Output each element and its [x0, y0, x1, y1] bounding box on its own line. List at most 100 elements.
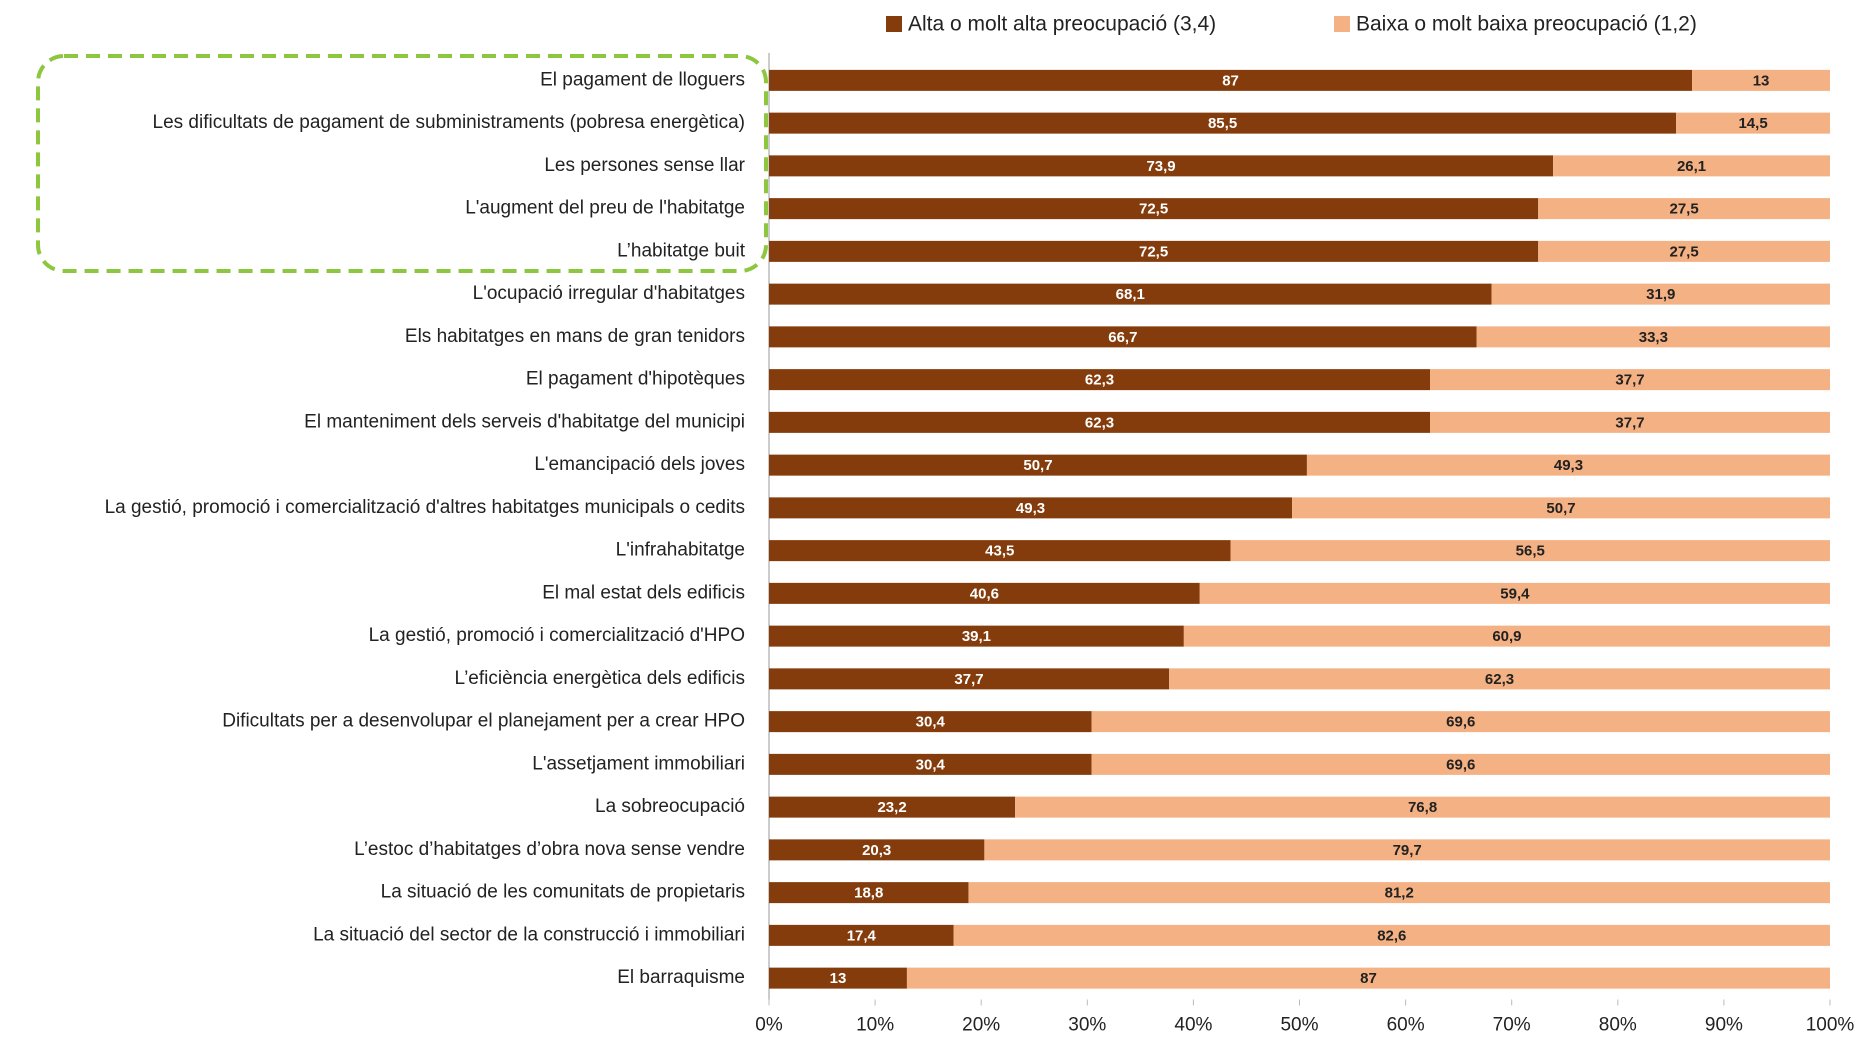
data-label: 85,5 [1208, 115, 1237, 132]
bar-segment [769, 326, 1477, 348]
category-label: L'assetjament immobiliari [532, 753, 745, 774]
bar-segment [769, 454, 1307, 476]
bar-segment [1230, 540, 1830, 562]
highlight-box [36, 54, 768, 273]
data-label: 13 [830, 970, 847, 987]
category-label: El pagament de lloguers [540, 69, 745, 90]
data-label: 27,5 [1670, 243, 1699, 260]
category-label: L'infrahabitatge [616, 540, 745, 561]
bar-segment [769, 69, 1693, 91]
category-label: La situació de les comunitats de propiet… [381, 882, 745, 903]
bar-segment [769, 497, 1293, 519]
bar-segment [1306, 454, 1830, 476]
data-label: 14,5 [1738, 115, 1767, 132]
data-label: 49,3 [1016, 500, 1045, 517]
data-label: 68,1 [1116, 286, 1145, 303]
x-tick-label: 10% [856, 1015, 894, 1036]
data-label: 40,6 [970, 585, 999, 602]
data-label: 49,3 [1554, 457, 1583, 474]
bar-segment [769, 796, 1016, 818]
data-label: 50,7 [1546, 500, 1575, 517]
bar-segment [769, 240, 1539, 262]
bar-segment [769, 668, 1169, 690]
bar-segment [1183, 625, 1830, 647]
x-tick-label: 50% [1280, 1015, 1318, 1036]
category-label: Dificultats per a desenvolupar el planej… [222, 711, 745, 732]
bar-segment [1553, 155, 1830, 177]
bar-segment [769, 283, 1492, 305]
legend-label: Baixa o molt baixa preocupació (1,2) [1356, 13, 1697, 36]
data-label: 39,1 [962, 628, 991, 645]
data-label: 62,3 [1085, 372, 1114, 389]
category-label: Els habitatges en mans de gran tenidors [405, 326, 745, 347]
data-label: 62,3 [1085, 414, 1114, 431]
bar-segment [984, 839, 1830, 861]
category-label: L'ocupació irregular d'habitatges [473, 283, 745, 304]
data-label: 72,5 [1139, 243, 1168, 260]
bar-segment [769, 112, 1677, 134]
data-label: 60,9 [1492, 628, 1521, 645]
bar-segment [1538, 240, 1830, 262]
data-label: 37,7 [954, 671, 983, 688]
bar-segment [1676, 112, 1830, 134]
bar-segment [1199, 582, 1830, 604]
data-label: 72,5 [1139, 201, 1168, 218]
data-label: 18,8 [854, 885, 883, 902]
bar-segment [769, 582, 1200, 604]
data-label: 30,4 [916, 756, 946, 773]
data-label: 26,1 [1677, 158, 1706, 175]
x-tick-label: 0% [755, 1015, 783, 1036]
data-label: 56,5 [1516, 543, 1545, 560]
bar-segment [769, 839, 985, 861]
category-label: L’habitatge buit [617, 240, 746, 261]
bar-segment [1491, 283, 1830, 305]
data-label: 13 [1753, 72, 1770, 89]
x-tick-label: 90% [1705, 1015, 1743, 1036]
data-label: 81,2 [1385, 885, 1414, 902]
category-label: Les dificultats de pagament de subminist… [153, 112, 746, 133]
bar-segment [1091, 711, 1830, 733]
bar-segment [769, 753, 1092, 775]
category-label: El pagament d'hipotèques [526, 369, 745, 390]
data-label: 59,4 [1500, 585, 1530, 602]
data-label: 87 [1222, 72, 1239, 89]
category-label: L'emancipació dels joves [534, 454, 745, 475]
legend-swatch [886, 16, 902, 32]
bar-segment [968, 882, 1830, 904]
bar-segment [1430, 411, 1830, 433]
category-label: El manteniment dels serveis d'habitatge … [304, 411, 745, 432]
data-label: 43,5 [985, 543, 1014, 560]
bar-segment [769, 625, 1184, 647]
category-label: La gestió, promoció i comercialització d… [369, 625, 745, 646]
data-label: 69,6 [1446, 756, 1475, 773]
bar-segment [1091, 753, 1830, 775]
data-label: 50,7 [1023, 457, 1052, 474]
data-label: 69,6 [1446, 714, 1475, 731]
bar-segment [769, 369, 1431, 391]
category-label: El barraquisme [617, 967, 745, 988]
x-tick-label: 100% [1806, 1015, 1855, 1036]
bar-segment [1015, 796, 1830, 818]
data-label: 30,4 [916, 714, 946, 731]
category-label: La sobreocupació [595, 796, 745, 817]
data-label: 37,7 [1615, 372, 1644, 389]
data-label: 62,3 [1485, 671, 1514, 688]
data-label: 82,6 [1377, 927, 1406, 944]
category-label: La gestió, promoció i comercialització d… [105, 497, 745, 518]
data-label: 20,3 [862, 842, 891, 859]
bar-segment [769, 924, 954, 946]
data-label: 33,3 [1639, 329, 1668, 346]
legend-label: Alta o molt alta preocupació (3,4) [908, 13, 1216, 36]
category-label: La situació del sector de la construcció… [313, 924, 745, 945]
bar-segment [1476, 326, 1830, 348]
category-label: L’estoc d’habitatges d’obra nova sense v… [354, 839, 745, 860]
bar-segment [953, 924, 1830, 946]
legend-swatch [1334, 16, 1350, 32]
bar-segment [769, 411, 1431, 433]
data-label: 87 [1360, 970, 1377, 987]
bar-segment [1292, 497, 1830, 519]
x-tick-label: 70% [1493, 1015, 1531, 1036]
data-label: 73,9 [1146, 158, 1175, 175]
bar-segment [769, 711, 1092, 733]
bar-segment [906, 967, 1830, 989]
